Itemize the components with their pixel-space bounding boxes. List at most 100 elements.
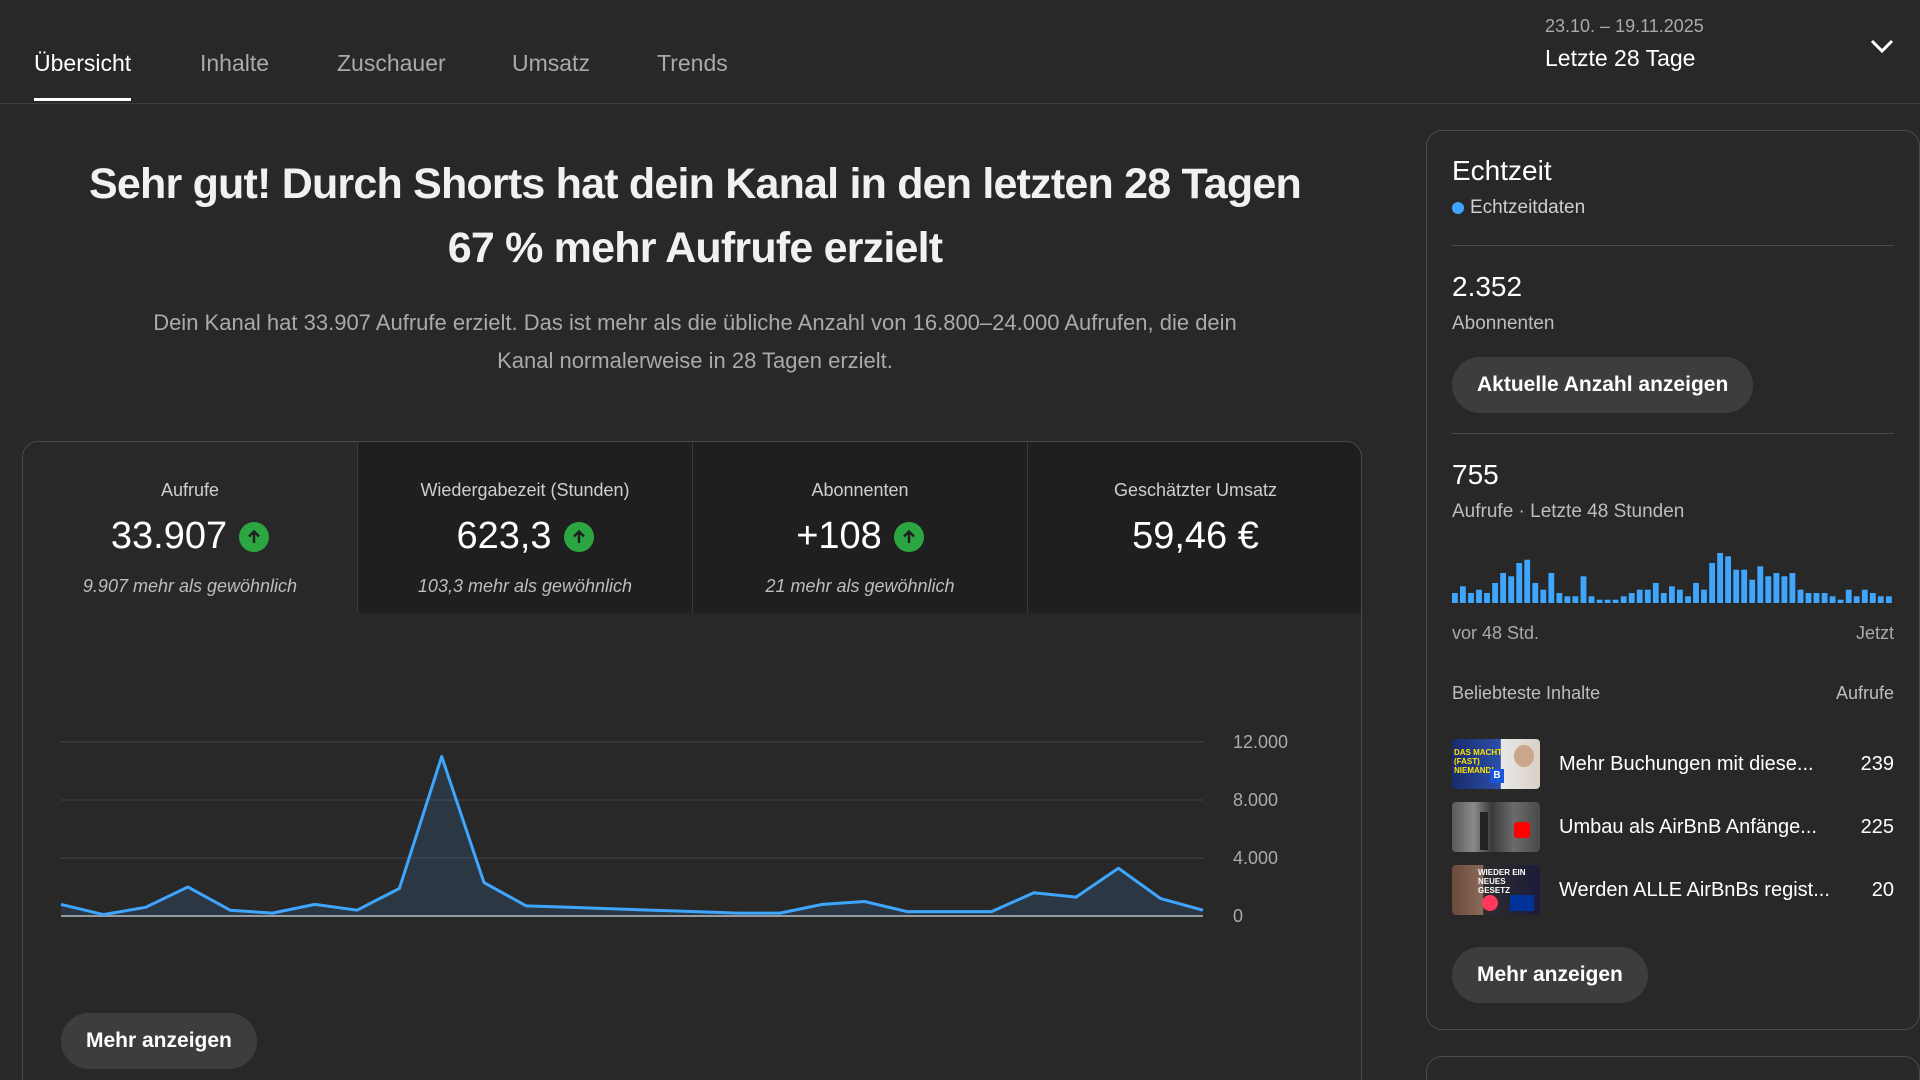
top-content-item[interactable]: WIEDER EIN NEUES GESETZ Werden ALLE AirB… [1452,864,1894,916]
data-point[interactable] [694,910,697,913]
data-point[interactable] [567,906,570,909]
realtime-bar[interactable] [1805,593,1812,603]
data-point[interactable] [313,903,316,906]
realtime-bar[interactable] [1717,553,1723,603]
realtime-bar[interactable] [1516,563,1523,603]
tab-content[interactable]: Inhalte [200,50,270,76]
realtime-bar[interactable] [1460,586,1466,603]
realtime-bar[interactable] [1869,593,1876,603]
chevron-down-icon[interactable] [1868,36,1896,56]
show-more-button[interactable]: Mehr anzeigen [61,1013,257,1069]
realtime-bar[interactable] [1861,589,1868,603]
realtime-bar[interactable] [1588,596,1595,603]
realtime-bar[interactable] [1652,583,1659,603]
data-point[interactable] [652,909,655,912]
data-point[interactable] [948,910,951,913]
data-point[interactable] [1075,896,1078,899]
realtime-bar[interactable] [1853,596,1860,603]
data-point[interactable] [144,906,147,909]
realtime-bar[interactable] [1660,593,1667,603]
top-content-item[interactable]: Umbau als AirBnB Anfänge... 225 [1452,801,1894,853]
realtime-bar[interactable] [1548,573,1555,603]
realtime-bar[interactable] [1829,596,1836,603]
realtime-bar[interactable] [1797,589,1804,603]
data-point[interactable] [736,912,739,915]
realtime-bar[interactable] [1524,559,1531,603]
realtime-bar[interactable] [1813,593,1820,603]
realtime-bar[interactable] [1484,593,1490,603]
tab-trends[interactable]: Trends [657,50,728,76]
data-point[interactable] [102,913,105,916]
realtime-bar[interactable] [1620,596,1627,603]
realtime-bar[interactable] [1564,596,1571,603]
realtime-bar[interactable] [1452,593,1458,603]
data-point[interactable] [905,910,908,913]
realtime-bar[interactable] [1476,589,1482,603]
realtime-bar[interactable] [1644,589,1651,603]
data-point[interactable] [186,886,189,889]
data-point[interactable] [356,909,359,912]
realtime-bar[interactable] [1837,599,1844,603]
tab-revenue[interactable]: Umsatz [512,50,590,76]
realtime-bar-chart[interactable] [1452,551,1894,603]
realtime-bar[interactable] [1845,589,1852,603]
data-point[interactable] [525,904,528,907]
realtime-bar[interactable] [1693,583,1699,603]
date-range-selector[interactable]: 23.10. – 19.11.2025 Letzte 28 Tage [1545,16,1704,72]
data-point[interactable] [990,910,993,913]
realtime-bar[interactable] [1612,599,1619,603]
realtime-bar[interactable] [1701,589,1707,603]
realtime-bar[interactable] [1669,586,1675,603]
realtime-bar[interactable] [1580,576,1587,603]
realtime-bar[interactable] [1765,576,1772,603]
realtime-bar[interactable] [1468,593,1474,603]
realtime-bar[interactable] [1604,599,1611,603]
realtime-bar[interactable] [1556,593,1563,603]
realtime-bar[interactable] [1821,593,1828,603]
realtime-bar[interactable] [1572,596,1579,603]
realtime-bar[interactable] [1685,596,1691,603]
tab-overview[interactable]: Übersicht [34,50,132,101]
realtime-bar[interactable] [1540,589,1547,603]
show-current-count-button[interactable]: Aktuelle Anzahl anzeigen [1452,357,1754,413]
data-point[interactable] [440,755,443,758]
realtime-bar[interactable] [1877,596,1884,603]
realtime-bar[interactable] [1749,579,1756,603]
realtime-bar[interactable] [1709,563,1715,603]
data-point[interactable] [821,903,824,906]
realtime-bar[interactable] [1532,583,1539,603]
data-point[interactable] [779,912,782,915]
data-point[interactable] [1032,891,1035,894]
data-point[interactable] [1202,909,1205,912]
top-content-item[interactable]: DAS MACHT (FAST) NIEMAND! B Mehr Buchung… [1452,738,1894,790]
metric-views[interactable]: Aufrufe 33.907 9.907 mehr als gewöhnlich [23,442,358,613]
data-point[interactable] [1159,897,1162,900]
realtime-bar[interactable] [1636,589,1643,603]
data-point[interactable] [863,900,866,903]
data-point[interactable] [271,912,274,915]
metric-watch-time[interactable]: Wiedergabezeit (Stunden) 623,3 103,3 meh… [358,442,693,613]
views-chart[interactable]: 12.0008.0004.0000223.10.202528.10.202501… [23,613,1362,943]
data-point[interactable] [1117,867,1120,870]
realtime-bar[interactable] [1725,556,1731,603]
data-point[interactable] [482,881,485,884]
realtime-bar[interactable] [1741,569,1748,603]
realtime-bar[interactable] [1886,596,1892,603]
realtime-bar[interactable] [1508,576,1515,603]
realtime-bar[interactable] [1596,599,1603,603]
realtime-bar[interactable] [1781,576,1788,603]
data-point[interactable] [398,887,401,890]
realtime-bar[interactable] [1773,573,1780,603]
data-point[interactable] [60,903,63,906]
realtime-bar[interactable] [1500,573,1506,603]
realtime-bar[interactable] [1677,589,1683,603]
realtime-bar[interactable] [1789,573,1796,603]
data-point[interactable] [609,907,612,910]
data-point[interactable] [229,909,232,912]
tab-audience[interactable]: Zuschauer [337,50,446,76]
realtime-bar[interactable] [1733,569,1740,603]
realtime-bar[interactable] [1492,583,1498,603]
realtime-bar[interactable] [1628,593,1635,603]
realtime-bar[interactable] [1757,566,1764,603]
metric-revenue[interactable]: Geschätzter Umsatz 59,46 € [1028,442,1361,613]
